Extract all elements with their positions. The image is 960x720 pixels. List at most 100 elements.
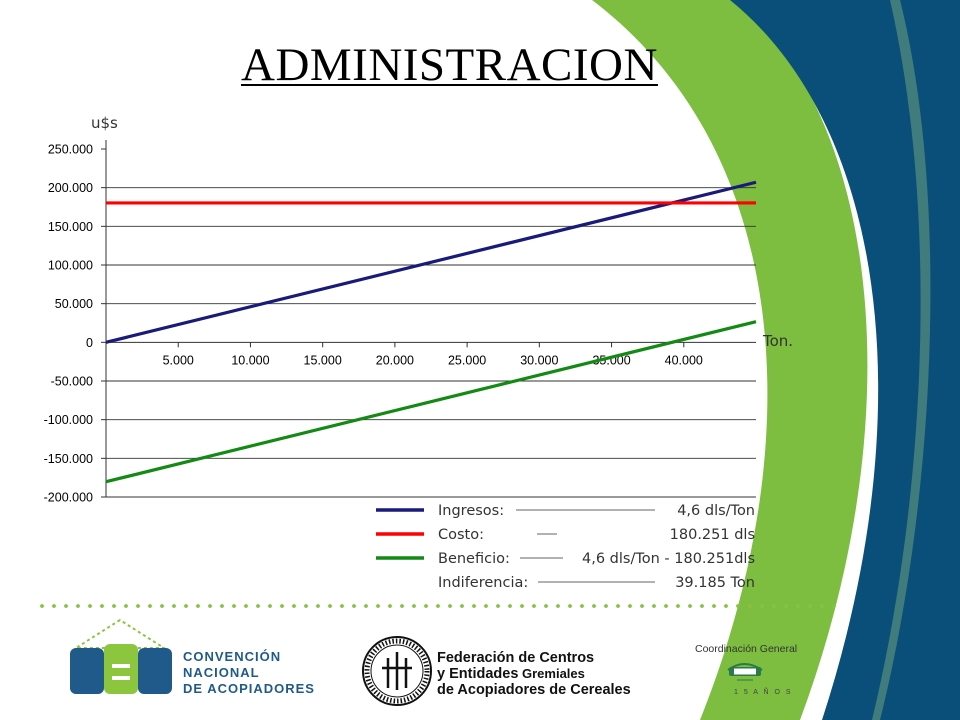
chart-grid <box>106 187 756 498</box>
separator-dot <box>448 604 452 608</box>
separator-dot <box>784 604 788 608</box>
separator-dot <box>460 604 464 608</box>
convencion-line3: DE ACOPIADORES <box>183 681 315 696</box>
convencion-line2: NACIONAL <box>183 665 260 680</box>
separator-dot <box>760 604 764 608</box>
separator-dot <box>40 604 44 608</box>
side-navy-band <box>730 0 960 720</box>
legend-value-ingresos: 4,6 dls/Ton <box>677 503 755 519</box>
x-axis-ticks: 5.000 10.000 15.000 20.000 25.000 30.000 35.00… <box>163 342 703 367</box>
separator-dot <box>256 604 260 608</box>
separator-dot <box>748 604 752 608</box>
separator-dot <box>148 604 152 608</box>
legend-value-indiferencia: 39.185 Ton <box>675 575 755 591</box>
separator-dot <box>616 604 620 608</box>
federacion-logo: Federación de Centros y Entidades Gremia… <box>362 636 631 706</box>
separator-dot <box>640 604 644 608</box>
separator-dot <box>736 604 740 608</box>
separator-dot <box>568 604 572 608</box>
separator-dot <box>88 604 92 608</box>
separator-dot <box>124 604 128 608</box>
y-axis-label: u$s <box>91 114 118 132</box>
series-line-ingresos <box>105 180 757 344</box>
separator-dot <box>676 604 680 608</box>
separator-dot <box>52 604 56 608</box>
federacion-seal-icon <box>362 636 432 706</box>
separator-dot <box>544 604 548 608</box>
y-tick-label-3: 100.000 <box>48 259 93 273</box>
separator-dot <box>508 604 512 608</box>
legend-label-ingresos: Ingresos: <box>438 503 504 519</box>
separator-dot <box>388 604 392 608</box>
separator-dot <box>208 604 212 608</box>
convencion-logo: CONVENCIÓN NACIONAL DE ACOPIADORES <box>70 618 315 696</box>
separator-dot <box>316 604 320 608</box>
separator-dot <box>808 604 812 608</box>
separator-dot <box>340 604 344 608</box>
separator-dot <box>580 604 584 608</box>
chart-series <box>105 180 757 484</box>
separator-dot <box>304 604 308 608</box>
y-tick-label-0: 250.000 <box>48 143 93 157</box>
separator-dot <box>184 604 188 608</box>
separator-dot <box>400 604 404 608</box>
y-tick-label-9: -200.000 <box>44 491 93 505</box>
chart-axes <box>105 140 756 497</box>
separator-dot <box>328 604 332 608</box>
separator-dot <box>832 604 836 608</box>
separator-dot <box>172 604 176 608</box>
federacion-line2b: Gremiales <box>518 666 585 681</box>
separator-dot <box>136 604 140 608</box>
legend-value-beneficio: 4,6 dls/Ton - 180.251dls <box>582 551 755 567</box>
separator-dot <box>604 604 608 608</box>
federacion-line2a: y Entidades <box>437 666 518 682</box>
convencion-line1: CONVENCIÓN <box>183 649 281 664</box>
separator-dot <box>100 604 104 608</box>
x-tick-label-4: 25.000 <box>448 353 486 367</box>
separator-dot <box>688 604 692 608</box>
federacion-line1: Federación de Centros <box>437 650 594 666</box>
silos-icon <box>70 618 172 694</box>
separator-dot <box>424 604 428 608</box>
separator-dot <box>700 604 704 608</box>
separator-dot <box>712 604 716 608</box>
separator-dot <box>628 604 632 608</box>
separator-dot <box>376 604 380 608</box>
separator-dot <box>484 604 488 608</box>
x-tick-label-3: 20.000 <box>376 353 414 367</box>
separator-dot <box>652 604 656 608</box>
federacion-line3: de Acopiadores de Cereales <box>437 682 631 698</box>
chart-legend: Ingresos: 4,6 dls/Ton Costo: 180.251 dls Ben… <box>376 503 755 591</box>
separator-dot <box>220 604 224 608</box>
y-tick-label-2: 150.000 <box>48 220 93 234</box>
separator-dot <box>364 604 368 608</box>
separator-dot <box>196 604 200 608</box>
separator-dot <box>268 604 272 608</box>
separator-dot <box>496 604 500 608</box>
x-tick-label-2: 15.000 <box>304 353 342 367</box>
separator-dot <box>292 604 296 608</box>
separator-dot <box>664 604 668 608</box>
y-tick-label-6: -50.000 <box>51 375 93 389</box>
separator-dot <box>472 604 476 608</box>
separator-dot <box>532 604 536 608</box>
separator-dot <box>64 604 68 608</box>
y-axis-ticks: 250.000 200.000 150.000 100.000 50.000 0 -50.0… <box>44 143 106 505</box>
x-tick-label-7: 40.000 <box>665 353 703 367</box>
page-title: ADMINISTRACION <box>241 39 658 91</box>
separator-dot <box>280 604 284 608</box>
legend-label-indiferencia: Indiferencia: <box>438 575 528 591</box>
separator-dot <box>520 604 524 608</box>
coordinacion-logo: Coordinación General 1 5 A Ñ O S <box>695 643 797 696</box>
separator-dot <box>160 604 164 608</box>
legend-label-costo: Costo: <box>438 527 484 543</box>
legend-value-costo: 180.251 dls <box>670 527 755 543</box>
separator-dot <box>436 604 440 608</box>
separator-dot <box>724 604 728 608</box>
y-tick-label-1: 200.000 <box>48 181 93 195</box>
x-axis-label: Ton. <box>762 332 793 350</box>
separator-dot <box>76 604 80 608</box>
x-tick-label-6: 35.000 <box>592 353 630 367</box>
sima-emblem-icon: 1 5 A Ñ O S <box>727 663 791 696</box>
side-light-band <box>872 0 931 720</box>
